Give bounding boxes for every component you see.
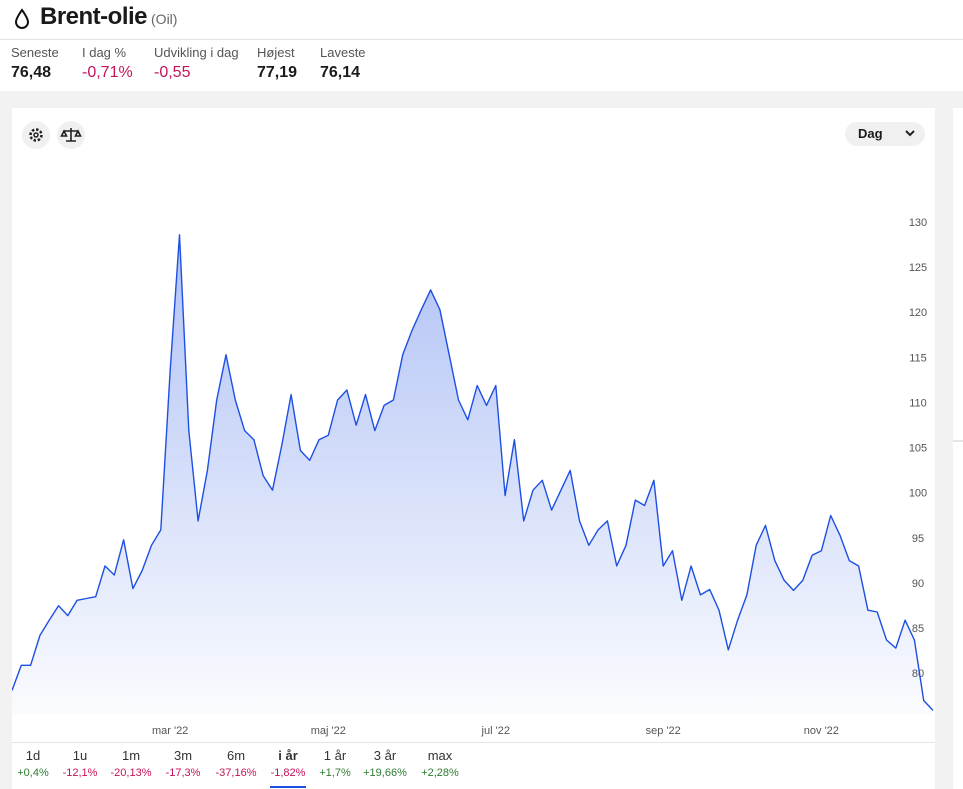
settings-button[interactable] [22,121,50,149]
y-tick-label: 90 [912,578,924,590]
period-tab[interactable]: 1u -12,1% [52,748,108,779]
stat-label: Laveste [320,45,366,60]
period-change: +19,66% [363,767,407,779]
x-tick-label: jul '22 [481,725,510,737]
title-text: Brent-olie [40,3,148,30]
chevron [905,130,915,137]
interval-dropdown[interactable]: Dag [845,122,925,146]
y-tick-label: 105 [909,443,927,455]
period-label: max [427,748,453,763]
period-change: -17,3% [165,767,201,779]
period-tab[interactable]: 6m -37,16% [208,748,264,779]
period-label: 3m [173,748,193,763]
period-change: -37,16% [215,767,257,779]
period-change: -12,1% [62,767,98,779]
header: Brent-olie (Oil) Seneste 76,48 I dag % -0,71… [0,0,963,91]
period-change: +1,7% [319,767,351,779]
y-tick-label: 110 [909,397,927,409]
stat: Laveste 76,14 [320,45,366,82]
period-tab[interactable]: 3m -17,3% [155,748,211,779]
stat-value: 77,19 [257,64,298,81]
stat: I dag % -0,71% [82,45,133,82]
subtitle: (Oil) [151,11,178,27]
x-tick-label: sep '22 [646,725,681,737]
period-change: -20,13% [110,767,152,779]
oil-icon [14,8,30,29]
stat-value: -0,71% [82,64,133,81]
tabs-divider [12,742,935,743]
period-change: +2,28% [421,767,459,779]
stat-value: 76,14 [320,64,361,81]
gear-icon [29,128,43,142]
y-tick-label: 120 [909,307,927,319]
period-tab[interactable]: 1d +0,4% [5,748,61,779]
period-tab[interactable]: max +2,28% [412,748,468,779]
area-fill [12,234,933,715]
period-change: -1,82% [270,767,306,779]
stat: Seneste 76,48 [11,45,59,82]
stat-value: -0,55 [154,64,191,81]
x-tick-label: maj '22 [311,725,346,737]
stat: Højest 77,19 [257,45,297,82]
period-label: 1d [25,748,41,763]
y-tick-label: 130 [909,217,927,229]
period-label: 1u [72,748,88,763]
scale-icon [60,128,82,142]
line [12,234,934,711]
period-label: 6m [226,748,246,763]
title: Brent-olie (Oil) [40,3,177,31]
stat-label: Udvikling i dag [154,45,239,60]
side-card [953,108,963,789]
period-tab[interactable]: 3 år +19,66% [357,748,413,779]
period-tab[interactable]: i år -1,82% [260,748,316,788]
stat-value: 76,48 [11,64,52,81]
interval-label: Dag [858,126,883,141]
y-tick-label: 115 [909,352,927,364]
x-tick-label: mar '22 [152,725,188,737]
y-tick-label: 95 [912,533,924,545]
divider [0,39,963,40]
compare-button[interactable] [57,121,85,149]
period-label: i år [278,748,298,763]
y-tick-label: 85 [912,623,924,635]
period-tab[interactable]: 1 år +1,7% [307,748,363,779]
period-change: +0,4% [17,767,49,779]
period-tab[interactable]: 1m -20,13% [103,748,159,779]
stat: Udvikling i dag -0,55 [154,45,239,82]
stat-label: Højest [257,45,295,60]
chart: 80859095100105110115120125130mar '22maj … [12,217,934,737]
period-label: 1 år [323,748,347,763]
period-label: 3 år [373,748,397,763]
stat-label: I dag % [82,45,127,60]
stat-label: Seneste [11,45,59,60]
y-tick-label: 125 [909,262,927,274]
period-label: 1m [121,748,141,763]
y-tick-label: 100 [909,488,927,500]
x-tick-label: nov '22 [804,725,839,737]
side-divider [953,440,963,442]
